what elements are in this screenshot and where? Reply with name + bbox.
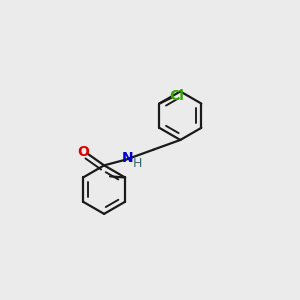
Text: N: N [122, 151, 133, 165]
Text: H: H [132, 157, 142, 170]
Text: O: O [77, 145, 89, 158]
Text: Cl: Cl [169, 89, 184, 103]
